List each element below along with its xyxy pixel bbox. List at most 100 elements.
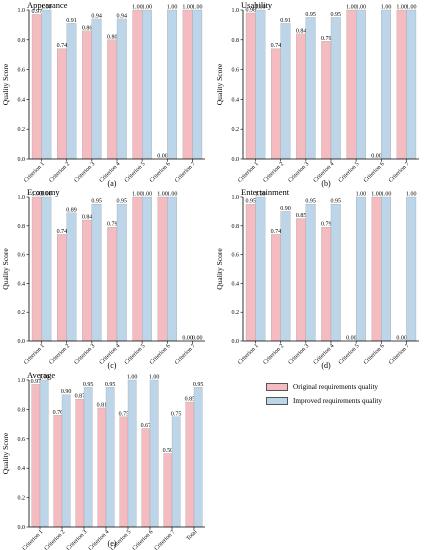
data-label: 1.00	[356, 5, 367, 11]
bar-original	[321, 227, 332, 342]
data-label: 1.00	[132, 192, 143, 198]
bar-original	[53, 415, 63, 528]
y-axis-label: Quality Score	[1, 248, 10, 290]
data-label: 1.00	[157, 192, 168, 198]
legend-label-original: Original requirements quality	[293, 383, 379, 391]
bar-improved	[171, 416, 181, 528]
bar-improved	[149, 379, 159, 528]
bar-improved	[66, 23, 77, 160]
data-label: 0.75	[119, 411, 130, 417]
x-tick-label: Criterion 6	[132, 529, 155, 550]
data-label: 0.75	[171, 411, 182, 417]
data-label: 0.00	[396, 336, 407, 342]
data-label: 0.95	[246, 199, 257, 205]
bar-improved	[381, 196, 391, 342]
y-tick-label: 0.4	[18, 281, 26, 287]
x-tick-label: Criterion 2	[48, 343, 71, 366]
bar-original	[245, 12, 256, 160]
y-tick-label: 1.0	[18, 378, 26, 384]
data-label: 1.00	[356, 192, 367, 198]
chart-panel-1: Appearance Quality Score 0.97 0.74 0.86 0.80 1…	[1, 0, 205, 188]
data-label: 0.89	[66, 207, 77, 213]
bar-improved	[41, 196, 52, 342]
bar-improved	[61, 394, 71, 528]
bar-original	[82, 30, 93, 160]
data-label: 0.90	[61, 389, 72, 395]
data-label: 0.95	[331, 12, 342, 18]
data-label: 1.00	[142, 5, 153, 11]
y-tick-label: 0.8	[232, 38, 240, 44]
data-label: 0.95	[83, 382, 94, 388]
chart-title: Appearance	[27, 0, 68, 10]
x-tick-label: Criterion 7	[388, 161, 411, 184]
chart-panel-4: Entertainment Quality Score 0.95 0.74 0.85 0.…	[215, 187, 419, 370]
y-tick-label: 0.8	[18, 407, 26, 413]
y-tick-label: 0.6	[18, 68, 26, 74]
y-tick-label: 0.4	[18, 466, 26, 472]
y-tick-label: 0.0	[232, 157, 240, 163]
x-tick-label: Criterion 7	[388, 343, 411, 366]
data-label: 0.91	[66, 18, 77, 24]
bar-improved	[192, 9, 203, 160]
data-label: 1.00	[381, 192, 392, 198]
y-tick-label: 0.6	[18, 437, 26, 443]
data-label: 0.79	[321, 222, 332, 228]
x-tick-label: Criterion 3	[74, 161, 97, 184]
panel-caption: (d)	[321, 361, 331, 370]
data-label: 0.74	[57, 229, 68, 235]
panel-caption: (c)	[108, 361, 117, 370]
x-tick-label: Criterion 3	[288, 161, 311, 184]
bar-improved	[255, 196, 266, 342]
y-tick-label: 0.2	[18, 127, 26, 133]
data-label: 0.00	[192, 336, 203, 342]
bar-original	[182, 9, 193, 160]
x-tick-label: Criterion 2	[48, 161, 71, 184]
data-label: 0.76	[53, 410, 64, 416]
data-label: 0.84	[82, 215, 93, 221]
bar-original	[132, 9, 143, 160]
x-tick-label: Criterion 5	[338, 343, 361, 366]
data-label: 0.94	[117, 13, 128, 19]
x-tick-label: Criterion 1	[23, 161, 46, 184]
chart-title: Average	[27, 370, 55, 380]
bar-improved	[406, 9, 417, 160]
y-tick-label: 0.2	[18, 496, 26, 502]
data-label: 1.00	[396, 5, 407, 11]
data-label: 0.84	[296, 28, 307, 34]
data-label: 1.00	[142, 192, 153, 198]
bar-original	[396, 9, 407, 160]
legend-item-original: Original requirements quality	[266, 381, 426, 393]
x-tick-label: Criterion 5	[124, 343, 147, 366]
legend: Original requirements quality Improved r…	[266, 381, 426, 409]
bar-improved	[305, 204, 316, 342]
x-tick-label: Criterion 7	[174, 343, 197, 366]
data-label: 0.79	[321, 36, 332, 42]
y-axis-label: Quality Score	[1, 63, 10, 105]
bar-original	[132, 196, 143, 342]
data-label: 1.00	[346, 5, 357, 11]
x-tick-label: Criterion 3	[66, 529, 89, 550]
chart-title: Economy	[27, 187, 60, 197]
x-tick-label: Criterion 3	[288, 343, 311, 366]
y-tick-label: 0.6	[232, 253, 240, 259]
y-tick-label: 0.2	[232, 310, 240, 316]
bar-improved	[381, 9, 391, 160]
y-tick-label: 1.0	[18, 195, 26, 201]
data-label: 1.00	[406, 5, 417, 11]
data-label: 0.95	[91, 199, 102, 205]
x-tick-label: Criterion 5	[124, 161, 147, 184]
y-tick-label: 0.0	[18, 157, 26, 163]
bar-original	[107, 39, 118, 160]
y-tick-label: 1.0	[18, 8, 26, 14]
bar-original	[141, 428, 151, 528]
data-label: 0.00	[157, 154, 168, 160]
data-label: 0.74	[271, 229, 282, 235]
bar-original	[271, 234, 281, 342]
data-label: 0.95	[305, 199, 316, 205]
data-label: 0.50	[163, 448, 174, 454]
x-tick-label: Criterion 1	[22, 529, 45, 550]
data-label: 0.94	[91, 13, 102, 19]
data-label: 0.81	[97, 402, 108, 408]
data-label: 0.80	[107, 34, 118, 40]
bar-original	[31, 384, 41, 528]
